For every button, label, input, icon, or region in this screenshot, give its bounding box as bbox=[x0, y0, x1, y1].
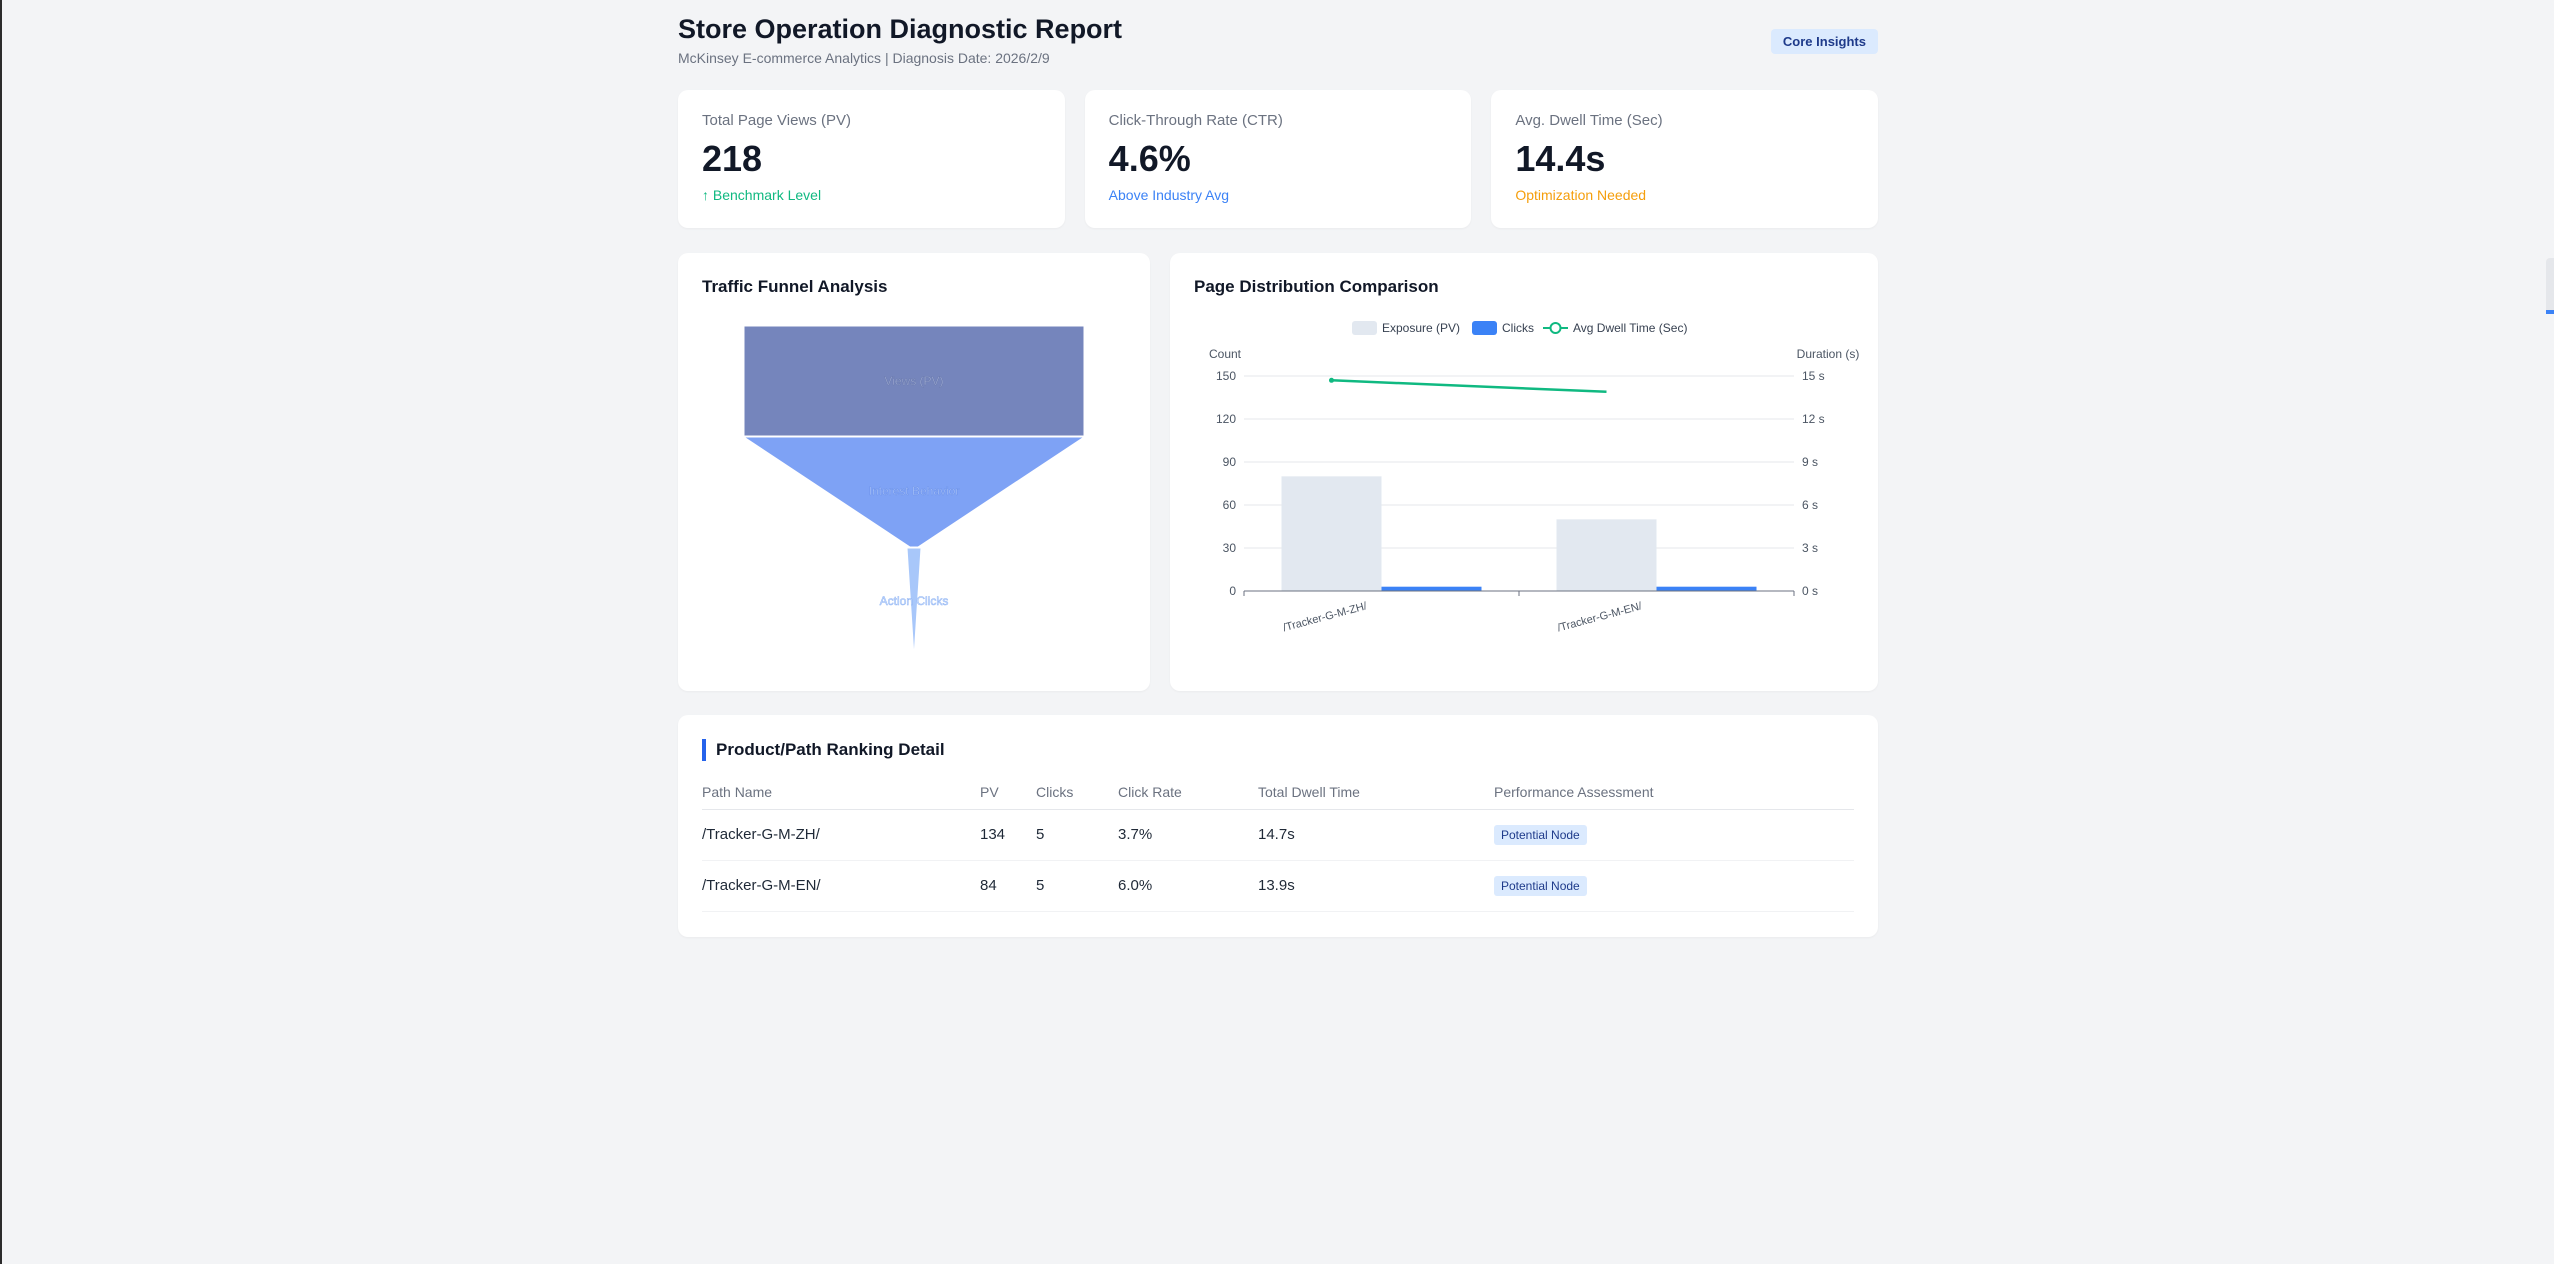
funnel-chart: Views (PV) Interest Behavior Action Clic… bbox=[742, 325, 1086, 658]
legend-swatch-clicks bbox=[1472, 321, 1497, 335]
distribution-chart: Exposure (PV) Clicks Avg Dwell Time (Sec… bbox=[1209, 321, 1860, 634]
funnel-stage-action[interactable] bbox=[906, 547, 922, 658]
cell-rate: 3.7% bbox=[1118, 809, 1258, 861]
page-title: Store Operation Diagnostic Report bbox=[678, 14, 1123, 44]
y-tick-left: 90 bbox=[1223, 455, 1237, 469]
kpi-row: Total Page Views (PV) 218 ↑ Benchmark Le… bbox=[678, 90, 1879, 228]
ranking-table-card: Product/Path Ranking Detail Path Name PV… bbox=[678, 715, 1878, 937]
y-tick-right: 6 s bbox=[1802, 498, 1818, 512]
column-header-path[interactable]: Path Name bbox=[702, 775, 980, 810]
y-tick-right: 3 s bbox=[1802, 541, 1818, 555]
y-tick-right: 0 s bbox=[1802, 584, 1818, 598]
table-row[interactable]: /Tracker-G-M-ZH/ 134 5 3.7% 14.7s Potent… bbox=[702, 809, 1854, 861]
column-header-dwell[interactable]: Total Dwell Time bbox=[1258, 775, 1494, 810]
kpi-value: 218 bbox=[702, 138, 763, 179]
legend-label-dwell: Avg Dwell Time (Sec) bbox=[1573, 321, 1687, 335]
kpi-label: Avg. Dwell Time (Sec) bbox=[1515, 112, 1663, 129]
cell-assessment: Potential Node bbox=[1494, 809, 1854, 861]
cell-assessment: Potential Node bbox=[1494, 860, 1854, 912]
legend-label-exposure: Exposure (PV) bbox=[1382, 321, 1460, 335]
ranking-table: Path Name PV Clicks Click Rate Total Dwe… bbox=[702, 775, 1854, 912]
y-axis-left-label: Count bbox=[1209, 347, 1242, 361]
bar-clicks[interactable] bbox=[1381, 586, 1482, 591]
column-header-rate[interactable]: Click Rate bbox=[1118, 775, 1258, 810]
legend-swatch-exposure bbox=[1352, 321, 1377, 335]
cell-pv: 84 bbox=[980, 860, 1036, 912]
dwell-line bbox=[1331, 379, 1607, 394]
funnel-stage-interest[interactable] bbox=[742, 436, 1086, 548]
kpi-value: 4.6% bbox=[1108, 138, 1191, 179]
dwell-point[interactable] bbox=[1329, 377, 1334, 383]
bar-clicks[interactable] bbox=[1656, 586, 1757, 591]
y-tick-left: 60 bbox=[1223, 498, 1237, 512]
funnel-card: Traffic Funnel Analysis Views (PV) Inter… bbox=[678, 253, 1150, 691]
kpi-note: Above Industry Avg bbox=[1108, 187, 1230, 203]
kpi-note: ↑ Benchmark Level bbox=[702, 187, 822, 203]
chart-x-axis: /Tracker-G-M-ZH/ /Tracker-G-M-EN/ bbox=[1243, 590, 1795, 634]
distribution-card: Page Distribution Comparison Exposure (P… bbox=[1170, 253, 1878, 691]
assessment-tag: Potential Node bbox=[1494, 875, 1587, 896]
column-header-clicks[interactable]: Clicks bbox=[1036, 775, 1118, 810]
chart-bars bbox=[1281, 476, 1757, 591]
column-header-pv[interactable]: PV bbox=[980, 775, 1036, 810]
legend-label-clicks: Clicks bbox=[1502, 321, 1534, 335]
kpi-label: Click-Through Rate (CTR) bbox=[1108, 112, 1283, 129]
report-header: Store Operation Diagnostic Report McKins… bbox=[678, 0, 1878, 90]
cell-rate: 6.0% bbox=[1118, 860, 1258, 912]
y-tick-left: 0 bbox=[1229, 584, 1236, 598]
funnel-stage-views[interactable] bbox=[743, 325, 1085, 437]
cell-pv: 134 bbox=[980, 809, 1036, 861]
table-title-accent: Product/Path Ranking Detail bbox=[702, 739, 945, 761]
y-tick-right: 12 s bbox=[1802, 412, 1825, 426]
chart-legend[interactable]: Exposure (PV) Clicks Avg Dwell Time (Sec… bbox=[1352, 321, 1687, 335]
y-tick-left: 120 bbox=[1216, 412, 1236, 426]
legend-marker-dwell bbox=[1549, 322, 1562, 334]
cell-clicks: 5 bbox=[1036, 860, 1118, 912]
funnel-label-action: Action Clicks bbox=[880, 594, 949, 608]
y-tick-left: 30 bbox=[1223, 541, 1237, 555]
distribution-title: Page Distribution Comparison bbox=[1194, 277, 1439, 296]
kpi-label: Total Page Views (PV) bbox=[702, 112, 851, 129]
table-row[interactable]: /Tracker-G-M-EN/ 84 5 6.0% 13.9s Potenti… bbox=[702, 860, 1854, 912]
y-tick-right: 15 s bbox=[1802, 369, 1825, 383]
kpi-card-ctr: Click-Through Rate (CTR) 4.6% Above Indu… bbox=[1084, 90, 1472, 228]
y-axis-right-label: Duration (s) bbox=[1797, 347, 1860, 361]
side-panel-tab[interactable] bbox=[2546, 258, 2554, 314]
column-header-assessment[interactable]: Performance Assessment bbox=[1494, 775, 1854, 810]
bar-exposure[interactable] bbox=[1556, 519, 1657, 591]
window-left-edge bbox=[0, 0, 2, 1264]
kpi-card-dwell: Avg. Dwell Time (Sec) 14.4s Optimization… bbox=[1491, 90, 1879, 228]
kpi-value: 14.4s bbox=[1515, 138, 1606, 179]
assessment-tag: Potential Node bbox=[1494, 824, 1587, 845]
funnel-label-views: Views (PV) bbox=[884, 374, 943, 388]
cell-clicks: 5 bbox=[1036, 809, 1118, 861]
kpi-card-pv: Total Page Views (PV) 218 ↑ Benchmark Le… bbox=[678, 90, 1065, 228]
funnel-title: Traffic Funnel Analysis bbox=[702, 277, 888, 296]
cell-path: /Tracker-G-M-EN/ bbox=[702, 860, 980, 912]
bar-exposure[interactable] bbox=[1281, 476, 1382, 591]
cell-path: /Tracker-G-M-ZH/ bbox=[702, 809, 980, 861]
report-container: Store Operation Diagnostic Report McKins… bbox=[678, 0, 1879, 937]
core-insights-badge: Core Insights bbox=[1770, 29, 1878, 54]
cell-dwell: 13.9s bbox=[1258, 860, 1494, 912]
page-subtitle: McKinsey E-commerce Analytics | Diagnosi… bbox=[678, 50, 1050, 66]
x-tick-label: /Tracker-G-M-EN/ bbox=[1556, 600, 1644, 634]
cell-dwell: 14.7s bbox=[1258, 809, 1494, 861]
table-header-row: Path Name PV Clicks Click Rate Total Dwe… bbox=[702, 775, 1854, 810]
y-tick-right: 9 s bbox=[1802, 455, 1818, 469]
table-title: Product/Path Ranking Detail bbox=[716, 740, 945, 759]
chart-row: Traffic Funnel Analysis Views (PV) Inter… bbox=[678, 253, 1878, 691]
x-tick-label: /Tracker-G-M-ZH/ bbox=[1282, 600, 1369, 634]
chart-line bbox=[1329, 377, 1607, 394]
funnel-label-interest: Interest Behavior bbox=[869, 484, 960, 498]
y-tick-left: 150 bbox=[1216, 369, 1236, 383]
kpi-note: Optimization Needed bbox=[1515, 187, 1647, 203]
